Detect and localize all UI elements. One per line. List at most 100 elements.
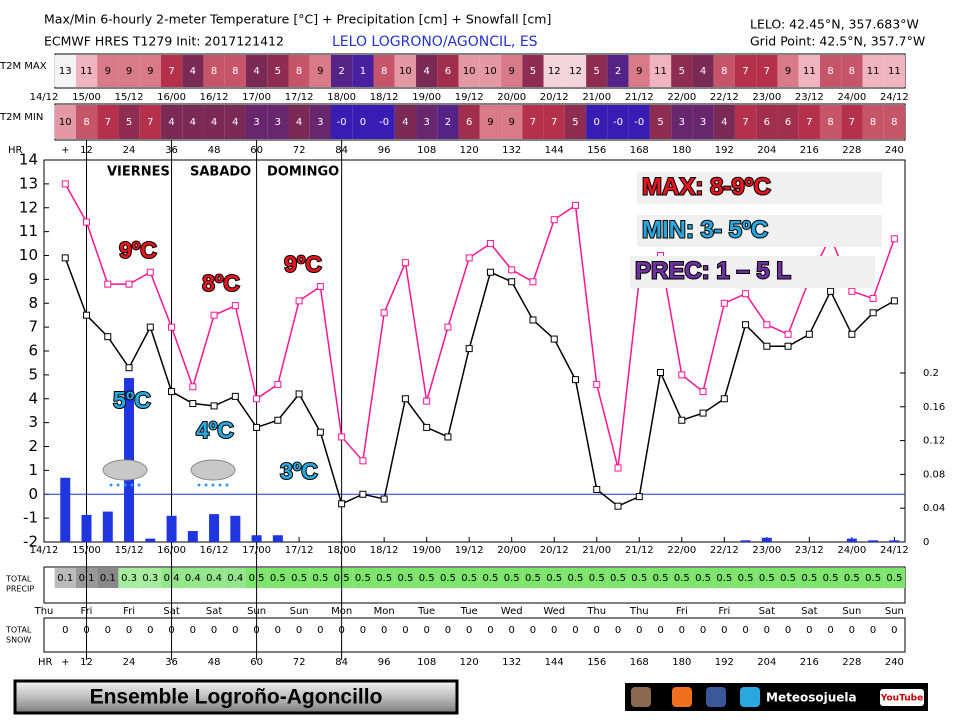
- tmax-cell: [118, 55, 140, 87]
- tmax-value: 4: [190, 66, 196, 77]
- tmin-cell: [352, 105, 374, 139]
- total_precip-cell: [586, 568, 608, 588]
- tmin-cell: [713, 105, 735, 139]
- day-label: Thu: [629, 606, 649, 617]
- tmax-value: 10: [463, 66, 476, 77]
- annotation-bg: [637, 215, 882, 247]
- annotation: VIERNES: [107, 165, 170, 180]
- temp-point: [168, 388, 176, 396]
- tmin-cell: [416, 105, 438, 139]
- total_precip-value: 0.5: [355, 573, 371, 584]
- temp-point: [614, 502, 622, 510]
- annotation: DOMINGO: [267, 165, 339, 180]
- total_precip-value: 0.4: [206, 573, 222, 584]
- banner: [13, 679, 459, 715]
- temp-point: [486, 240, 494, 248]
- rain-drop: [204, 483, 208, 487]
- tmin-cell: [564, 105, 587, 139]
- day-label: Fri: [123, 606, 135, 617]
- hr-tick: 228: [842, 145, 861, 156]
- total_precip-cell: [224, 568, 246, 588]
- day-label: Mon: [374, 606, 395, 617]
- tmin-cell: [139, 105, 161, 139]
- hr-tick: 144: [545, 145, 564, 156]
- total_precip-cell: [628, 568, 650, 588]
- tmax-cell: [734, 55, 757, 87]
- tmax-value: 8: [381, 66, 387, 77]
- annotation: 9ºC: [284, 251, 322, 277]
- tmin-cell: [97, 105, 119, 139]
- total_precip-value: 0.5: [440, 573, 456, 584]
- x-tick-label: 16/12: [200, 92, 229, 103]
- x-tick-label: 20/00: [497, 92, 526, 103]
- x-tick-label: 16/00: [157, 92, 186, 103]
- tmax-cell: [182, 55, 204, 87]
- tmin-cell: [819, 105, 842, 139]
- temp-point: [146, 268, 154, 276]
- x-tick-label: 14/12: [30, 545, 59, 556]
- tmax-cell: [692, 55, 714, 87]
- y-tick-label: 7: [28, 318, 38, 336]
- temp-point: [359, 457, 367, 465]
- tmin-cell: [501, 105, 523, 139]
- day-label: Wed: [543, 606, 565, 617]
- hr-tick: 192: [715, 657, 734, 668]
- snow-value: 0: [870, 625, 876, 636]
- tmax-value: 11: [867, 66, 880, 77]
- y-tick-label: 5: [28, 365, 38, 383]
- tmin-value: 8: [870, 117, 876, 128]
- hr-tick: 72: [293, 145, 306, 156]
- total_precip-cell: [309, 568, 331, 588]
- y-tick-label: 1: [28, 461, 38, 479]
- total_precip-cell: [841, 568, 863, 588]
- hr-tick: 180: [672, 657, 691, 668]
- tmax-value: 7: [168, 66, 174, 77]
- y-tick-label: 2: [28, 437, 38, 455]
- precip-label: PRECIP: [6, 585, 34, 594]
- temp-point: [125, 280, 133, 288]
- temp-point: [614, 464, 622, 472]
- temp-point: [869, 294, 877, 302]
- day-label: Fri: [718, 606, 730, 617]
- total_precip-value: 0.5: [270, 573, 286, 584]
- y-tick-label: 12: [19, 198, 38, 216]
- tmax-value: 9: [509, 66, 515, 77]
- tmax-value: 1: [360, 66, 366, 77]
- tmax-cell: [373, 55, 395, 87]
- day-label: Sun: [290, 606, 309, 617]
- total_precip-cell: [182, 568, 204, 588]
- snow-value: 0: [785, 625, 791, 636]
- total_precip-cell: [607, 568, 629, 588]
- x-tick-label: 16/12: [200, 545, 229, 556]
- day-label: Sat: [801, 606, 817, 617]
- total_precip-cell: [203, 568, 225, 588]
- snow-value: 0: [105, 625, 111, 636]
- tmax-cell: [75, 55, 98, 87]
- tmax-value: 8: [211, 66, 217, 77]
- total_precip-value: 0.5: [525, 573, 541, 584]
- total_precip-value: 0.5: [589, 573, 605, 584]
- total_precip-cell: [819, 568, 842, 588]
- temp-point: [125, 364, 133, 372]
- y2-tick-label: 0.12: [923, 436, 945, 447]
- tmax-cell: [522, 55, 544, 87]
- temp-point: [83, 218, 91, 226]
- tmin-cell: [798, 105, 820, 139]
- snow-value: 0: [423, 625, 429, 636]
- temp-point: [699, 409, 707, 417]
- tmin-cell: [607, 105, 629, 139]
- snow-value: 0: [147, 625, 153, 636]
- precip-bar: [81, 514, 92, 542]
- tmax-value: 11: [803, 66, 816, 77]
- yt: YouTube: [880, 694, 923, 704]
- temp-point: [890, 235, 898, 243]
- hr-tick: 60: [250, 657, 263, 668]
- day-label: Fri: [676, 606, 688, 617]
- annotation: MIN: 3- 5ºC: [642, 216, 768, 243]
- x-tick-label: 20/12: [540, 92, 569, 103]
- x-tick-label: 23/12: [795, 545, 824, 556]
- precip-bar: [868, 540, 879, 542]
- tmin-cell: [182, 105, 204, 139]
- total_precip-value: 0.5: [759, 573, 775, 584]
